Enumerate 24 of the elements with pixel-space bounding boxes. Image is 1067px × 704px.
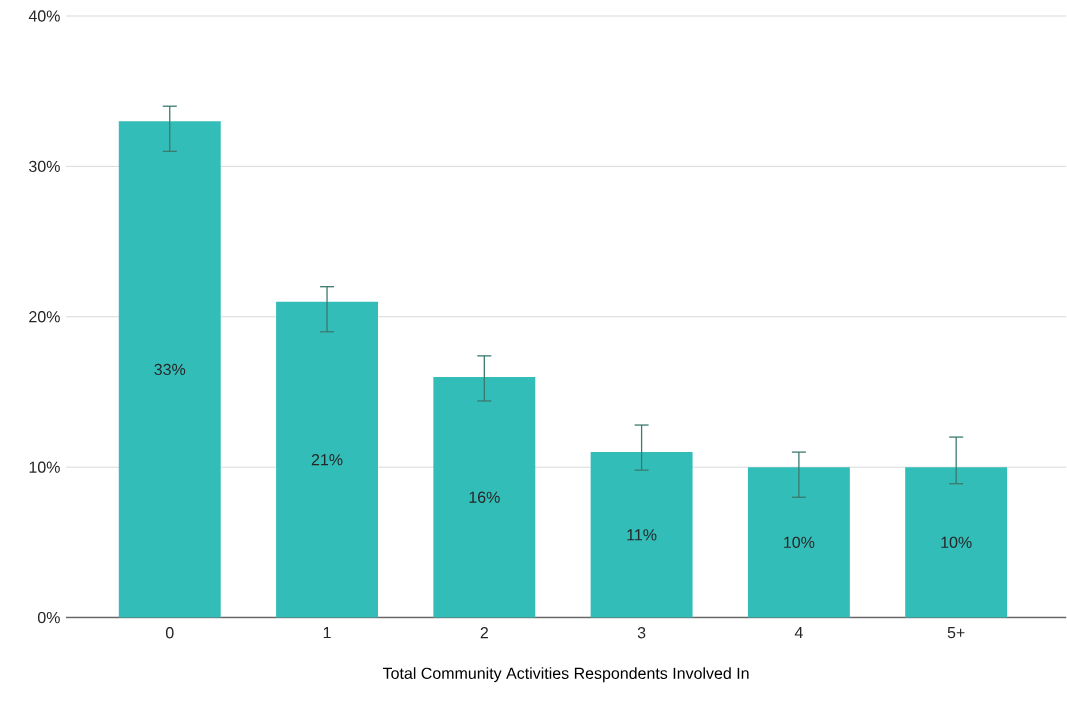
- x-tick-label: 3: [637, 626, 646, 639]
- bar: [118, 121, 221, 618]
- data-label: 16%: [469, 491, 500, 503]
- data-label: 10%: [784, 536, 815, 548]
- bar: [433, 376, 536, 618]
- data-label: 21%: [311, 453, 343, 466]
- bar: [905, 466, 1008, 618]
- data-label: 10%: [941, 536, 972, 548]
- x-axis-title: Total Community Activities Respondents Involved In: [382, 667, 749, 682]
- data-label: 33%: [154, 363, 186, 375]
- y-tick-label: 0%: [37, 611, 60, 623]
- x-tick-label: 1: [323, 626, 331, 638]
- x-tick-label: 2: [480, 626, 488, 638]
- x-tick-label: 4: [794, 626, 803, 638]
- bar: [276, 301, 379, 618]
- y-tick-label: 40%: [28, 10, 60, 22]
- bar: [590, 451, 693, 618]
- y-tick-label: 10%: [29, 461, 60, 473]
- data-label: 11%: [627, 529, 657, 541]
- y-tick-label: 20%: [29, 310, 60, 323]
- x-tick-label: 0: [165, 626, 174, 639]
- bar: [747, 466, 850, 618]
- x-tick-label: 5+: [947, 626, 965, 638]
- y-tick-label: 30%: [29, 160, 60, 172]
